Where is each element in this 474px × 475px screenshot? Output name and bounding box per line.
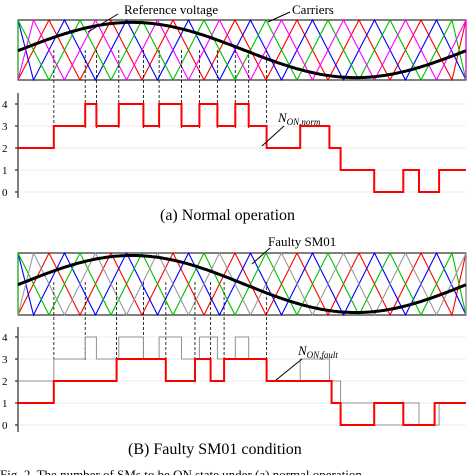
carrier-wave-1 [17, 18, 467, 82]
label-carriers: Carriers [292, 2, 334, 17]
panel-a-n-on-norm-step [18, 103, 466, 193]
panel-b-dashed-guides [53, 282, 268, 362]
panel-a-ytick-2: 2 [2, 143, 8, 155]
caption-b: (B) Faulty SM01 condition [128, 441, 302, 458]
panel-b-ytick-4: 4 [2, 332, 8, 344]
panel-a-ytick-3: 3 [2, 121, 8, 133]
caption-a: (a) Normal operation [160, 207, 295, 224]
carrier-wave-2 [17, 18, 467, 82]
panel-b-ytick-3: 3 [2, 354, 8, 366]
label-n-on-fault: NON,fault [297, 343, 338, 360]
panel-a-ytick-4: 4 [2, 99, 8, 111]
panel-a-carrier-waves [17, 18, 467, 82]
label-n-on-norm-main: N [277, 110, 288, 125]
panel-b-ytick-1: 1 [2, 398, 8, 410]
panel-a-gridlines [15, 103, 466, 193]
label-reference-voltage: Reference voltage [124, 2, 218, 17]
panel-b-n-on-fault-step [18, 358, 466, 426]
arrow-n-on-fault [275, 358, 303, 381]
panel-b-carrier-waves [17, 251, 467, 317]
carrier-wave-1 [17, 251, 467, 317]
panel-a-ytick-0: 0 [2, 187, 8, 199]
label-n-on-fault-sub: ON,fault [307, 350, 339, 360]
carrier-wave-4 [17, 18, 467, 82]
label-n-on-norm-sub: ON,norm [287, 117, 321, 127]
arrow-n-on-norm [261, 125, 285, 147]
carrier-wave-2 [17, 251, 467, 317]
panel-b-ytick-2: 2 [2, 376, 8, 388]
panel-a-ytick-1: 1 [2, 165, 8, 177]
panel-a-reference-sine [17, 20, 467, 80]
carrier-wave-4 [17, 251, 467, 317]
carrier-wave-3 [17, 251, 467, 317]
arrow-carriers [267, 11, 291, 23]
panel-a-carrier-plot [17, 18, 467, 82]
panel-b-ytick-0: 0 [2, 420, 8, 432]
panel-b-normal-reference-step [18, 336, 466, 426]
arrow-reference-voltage [87, 13, 119, 33]
panel-b-step-plot: 4 3 2 1 0 [2, 282, 466, 432]
bottom-caption: Fig. 2. The number of SMs to be ON state… [0, 467, 362, 475]
arrow-faulty-sm01 [251, 247, 271, 265]
panel-b-reference-sine [17, 254, 467, 314]
label-n-on-fault-main: N [297, 343, 308, 358]
panel-b-carrier-plot [17, 251, 467, 317]
panel-a-step-plot: 4 3 2 1 0 [2, 50, 466, 199]
carrier-wave-3 [17, 18, 467, 82]
label-faulty-sm01: Faulty SM01 [268, 234, 336, 249]
label-n-on-norm: NON,norm [277, 110, 321, 127]
